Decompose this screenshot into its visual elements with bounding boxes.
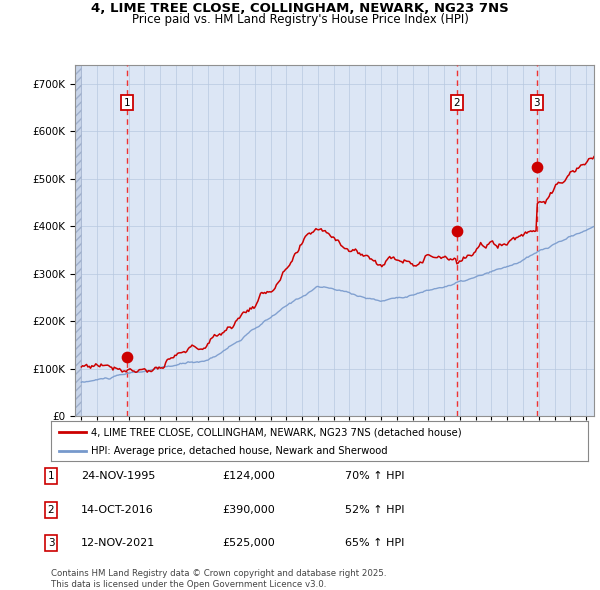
Text: 65% ↑ HPI: 65% ↑ HPI xyxy=(345,539,404,548)
Text: 3: 3 xyxy=(533,98,540,108)
Text: £390,000: £390,000 xyxy=(222,505,275,514)
Text: Price paid vs. HM Land Registry's House Price Index (HPI): Price paid vs. HM Land Registry's House … xyxy=(131,13,469,26)
Text: 2: 2 xyxy=(453,98,460,108)
Text: £525,000: £525,000 xyxy=(222,539,275,548)
Text: 1: 1 xyxy=(47,471,55,481)
Text: 2: 2 xyxy=(47,505,55,514)
Text: £124,000: £124,000 xyxy=(222,471,275,481)
Text: 52% ↑ HPI: 52% ↑ HPI xyxy=(345,505,404,514)
Text: 4, LIME TREE CLOSE, COLLINGHAM, NEWARK, NG23 7NS: 4, LIME TREE CLOSE, COLLINGHAM, NEWARK, … xyxy=(91,2,509,15)
Text: HPI: Average price, detached house, Newark and Sherwood: HPI: Average price, detached house, Newa… xyxy=(91,445,388,455)
Point xyxy=(452,226,461,235)
Text: 4, LIME TREE CLOSE, COLLINGHAM, NEWARK, NG23 7NS (detached house): 4, LIME TREE CLOSE, COLLINGHAM, NEWARK, … xyxy=(91,427,462,437)
Text: Contains HM Land Registry data © Crown copyright and database right 2025.
This d: Contains HM Land Registry data © Crown c… xyxy=(51,569,386,589)
Text: 70% ↑ HPI: 70% ↑ HPI xyxy=(345,471,404,481)
Text: 14-OCT-2016: 14-OCT-2016 xyxy=(81,505,154,514)
Text: 12-NOV-2021: 12-NOV-2021 xyxy=(81,539,155,548)
Text: 1: 1 xyxy=(124,98,130,108)
Text: 3: 3 xyxy=(47,539,55,548)
Point xyxy=(532,162,542,172)
Text: 24-NOV-1995: 24-NOV-1995 xyxy=(81,471,155,481)
Point xyxy=(122,352,132,362)
